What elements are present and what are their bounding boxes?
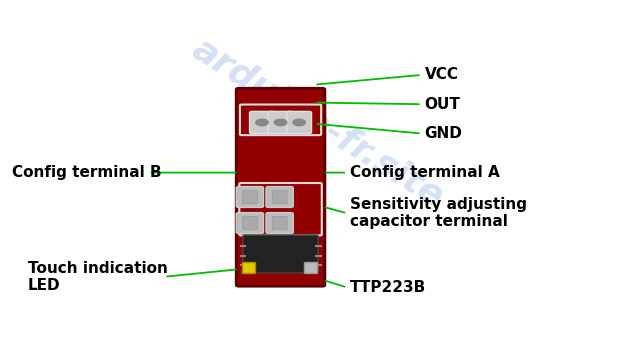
FancyBboxPatch shape	[236, 212, 264, 233]
Circle shape	[255, 119, 268, 126]
Bar	[242, 262, 255, 273]
Text: TTP223B: TTP223B	[350, 280, 427, 295]
Text: Touch indication
LED: Touch indication LED	[28, 260, 168, 293]
Text: VCC: VCC	[425, 68, 459, 82]
FancyBboxPatch shape	[236, 88, 325, 286]
FancyBboxPatch shape	[243, 235, 318, 273]
Circle shape	[293, 119, 306, 126]
Text: GND: GND	[425, 126, 463, 141]
Text: Config terminal A: Config terminal A	[350, 165, 500, 180]
FancyBboxPatch shape	[268, 111, 293, 133]
FancyBboxPatch shape	[272, 217, 287, 230]
Text: OUT: OUT	[425, 97, 461, 112]
FancyBboxPatch shape	[242, 217, 257, 230]
FancyBboxPatch shape	[236, 187, 264, 208]
FancyBboxPatch shape	[242, 190, 257, 203]
FancyBboxPatch shape	[286, 111, 312, 133]
FancyBboxPatch shape	[272, 190, 287, 203]
FancyBboxPatch shape	[266, 187, 293, 208]
Circle shape	[275, 119, 286, 126]
Text: arduino-fr.site: arduino-fr.site	[186, 32, 450, 214]
Bar	[304, 262, 317, 273]
FancyBboxPatch shape	[249, 111, 274, 133]
FancyBboxPatch shape	[266, 212, 293, 233]
Text: Config terminal B: Config terminal B	[12, 165, 162, 180]
Text: Sensitivity adjusting
capacitor terminal: Sensitivity adjusting capacitor terminal	[350, 197, 527, 230]
